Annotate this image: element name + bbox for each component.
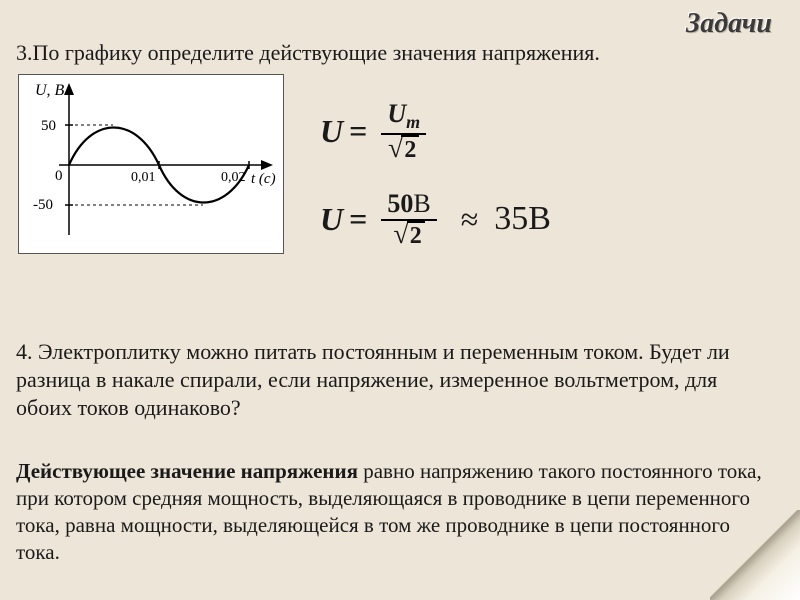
formula1-lhs: U [320,113,343,150]
formula-rms-symbolic: U = Um √ 2 [320,100,760,163]
formula2-num-val: 50 [387,189,413,218]
graph-bg [19,75,283,253]
question-4-text: 4. Электроплитку можно питать постоянным… [16,338,768,422]
formula1-sqrt: √ 2 [388,135,419,163]
formula2-numerator: 50В [381,190,436,221]
result-unit: В [528,200,551,237]
formula1-num-sub: m [406,112,420,132]
approx-sign: ≈ [461,201,479,238]
formula2-lhs: U [320,201,343,238]
formula1-radicand: 2 [401,135,419,163]
formula2-num-unit: В [413,189,430,218]
ytick-label-neg: -50 [33,197,53,213]
answer-text: Действующее значение напряжения равно на… [16,458,768,566]
answer-lead: Действующее значение напряжения [16,459,358,483]
xtick-label-1: 0,01 [131,170,156,185]
question-3-text: 3.По графику определите действующие знач… [16,40,776,66]
origin-label: 0 [55,168,63,184]
formula2-radicand: 2 [407,221,425,249]
y-axis-label: U, B [35,82,65,99]
formula1-fraction: Um √ 2 [381,100,426,163]
formula1-eq: = [349,113,367,150]
sine-graph-svg: U, B 50 -50 0 0,01 0,02 t (c) [19,75,283,253]
result-val: 35 [494,200,528,237]
formula2-fraction: 50В √ 2 [381,190,436,249]
voltage-graph: U, B 50 -50 0 0,01 0,02 t (c) [18,74,284,254]
formula2-sqrt: √ 2 [393,221,424,249]
formula2-eq: = [349,201,367,238]
ytick-label-pos: 50 [41,118,56,134]
formula1-numerator: Um [381,100,426,135]
formula1-denominator: √ 2 [384,135,423,163]
formula2-denominator: √ 2 [389,221,428,249]
x-axis-label: t (c) [251,171,276,187]
page-title: Задачи [686,8,772,40]
xtick-label-2: 0,02 [221,170,246,185]
formula2-result: 35В [494,200,551,238]
formula-rms-numeric: U = 50В √ 2 ≈ 35В [320,190,760,249]
formula1-num-sym: U [387,99,406,128]
